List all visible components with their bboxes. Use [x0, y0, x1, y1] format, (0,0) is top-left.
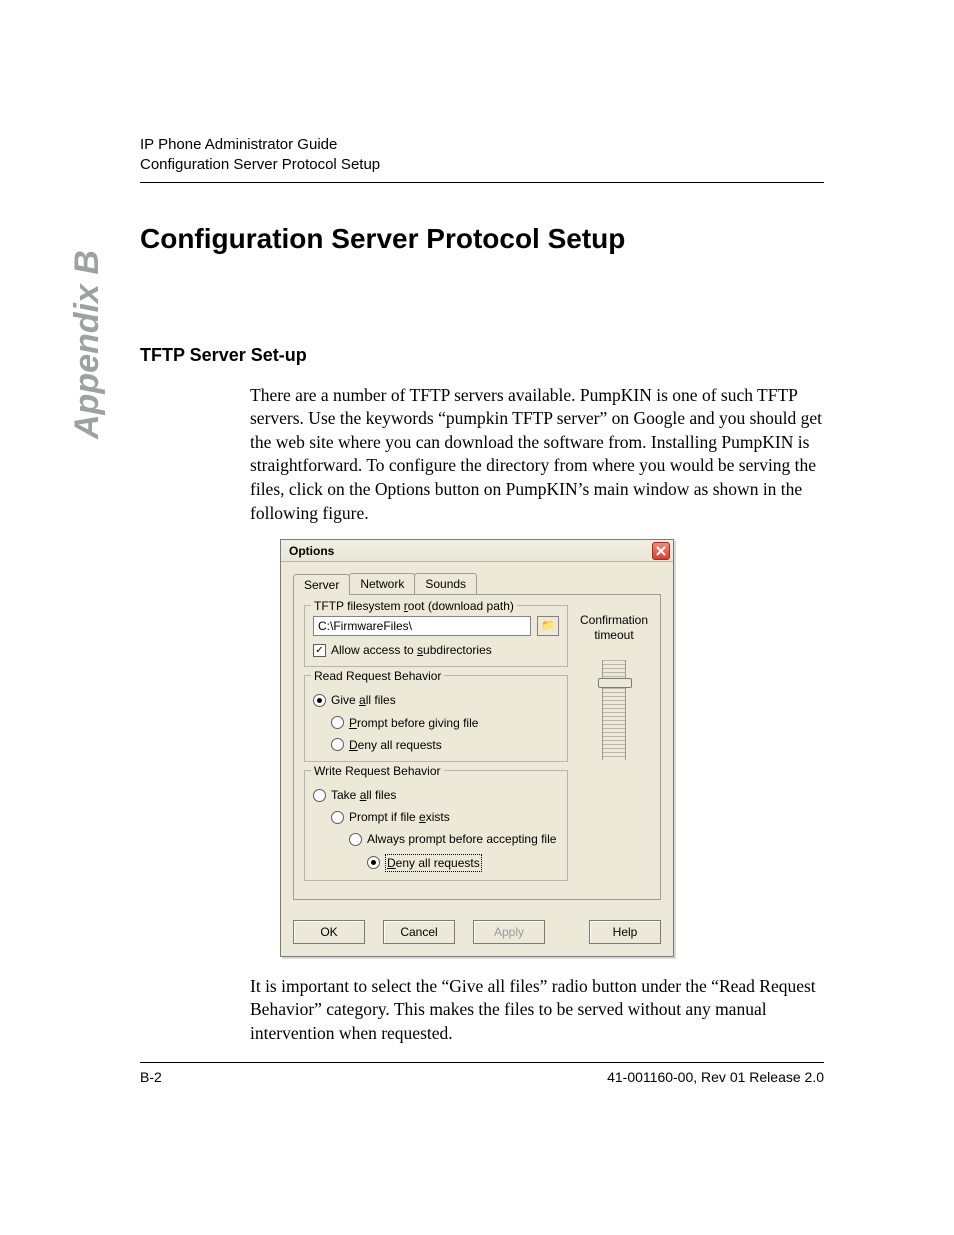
slider-thumb[interactable]: [598, 678, 632, 688]
page-footer: B-2 41-001160-00, Rev 01 Release 2.0: [140, 1062, 824, 1085]
write-deny-radio[interactable]: [367, 856, 380, 869]
group-read-request-legend: Read Request Behavior: [311, 668, 444, 684]
options-dialog-figure: Options Server Network Sounds: [280, 539, 824, 957]
write-always-prompt-label: Always prompt before accepting file: [367, 831, 556, 847]
write-prompt-exists-radio[interactable]: [331, 811, 344, 824]
write-always-prompt-radio[interactable]: [349, 833, 362, 846]
read-deny-label: Deny all requests: [349, 737, 442, 753]
read-deny-radio[interactable]: [331, 738, 344, 751]
tab-server[interactable]: Server: [293, 574, 350, 595]
tab-panel-server: TFTP filesystem root (download path) 📁 ✓: [293, 594, 661, 900]
appendix-label: Appendix B: [68, 250, 107, 439]
header-line2: Configuration Server Protocol Setup: [140, 155, 824, 175]
page-header: IP Phone Administrator Guide Configurati…: [140, 135, 824, 176]
header-rule: [140, 182, 824, 183]
allow-subdirs-row[interactable]: ✓ Allow access to subdirectories: [313, 642, 559, 658]
close-button[interactable]: [652, 542, 670, 560]
tab-network[interactable]: Network: [349, 573, 415, 594]
write-always-prompt[interactable]: Always prompt before accepting file: [313, 831, 559, 847]
footer-doc-id: 41-001160-00, Rev 01 Release 2.0: [607, 1069, 824, 1085]
confirmation-timeout-slider[interactable]: [602, 660, 626, 760]
dialog-titlebar: Options: [281, 540, 673, 562]
write-take-all-radio[interactable]: [313, 789, 326, 802]
write-take-all-label: Take all files: [331, 787, 396, 803]
read-give-all[interactable]: Give all files: [313, 692, 559, 708]
write-prompt-exists-label: Prompt if file exists: [349, 809, 450, 825]
read-give-all-label: Give all files: [331, 692, 396, 708]
confirmation-timeout-label: Confirmationtimeout: [580, 613, 648, 642]
apply-button[interactable]: Apply: [473, 920, 545, 944]
footer-page-number: B-2: [140, 1069, 162, 1085]
footer-rule: [140, 1062, 824, 1063]
write-deny[interactable]: Deny all requests: [313, 854, 559, 872]
download-path-input[interactable]: [313, 616, 531, 636]
write-deny-label: Deny all requests: [385, 854, 482, 872]
write-prompt-exists[interactable]: Prompt if file exists: [313, 809, 559, 825]
paragraph-1: There are a number of TFTP servers avail…: [250, 384, 824, 526]
tab-sounds[interactable]: Sounds: [414, 573, 477, 594]
read-give-all-radio[interactable]: [313, 694, 326, 707]
group-filesystem-root-legend: TFTP filesystem root (download path): [311, 598, 517, 614]
allow-subdirs-checkbox[interactable]: ✓: [313, 644, 326, 657]
body-text: There are a number of TFTP servers avail…: [250, 384, 824, 1046]
cancel-button[interactable]: Cancel: [383, 920, 455, 944]
appendix-label-text: Appendix B: [68, 250, 106, 439]
group-read-request: Read Request Behavior Give all files Pro…: [304, 675, 568, 762]
options-dialog: Options Server Network Sounds: [280, 539, 674, 957]
help-button[interactable]: Help: [589, 920, 661, 944]
allow-subdirs-label: Allow access to subdirectories: [331, 642, 492, 658]
dialog-button-row: OK Cancel Apply Help: [281, 910, 673, 956]
read-prompt-radio[interactable]: [331, 716, 344, 729]
group-filesystem-root: TFTP filesystem root (download path) 📁 ✓: [304, 605, 568, 667]
folder-open-icon: 📁: [541, 619, 555, 634]
group-write-request-legend: Write Request Behavior: [311, 763, 444, 779]
write-take-all[interactable]: Take all files: [313, 787, 559, 803]
paragraph-2: It is important to select the “Give all …: [250, 975, 824, 1046]
read-deny[interactable]: Deny all requests: [313, 737, 559, 753]
dialog-title: Options: [289, 543, 334, 559]
browse-button[interactable]: 📁: [537, 616, 559, 636]
page-title: Configuration Server Protocol Setup: [140, 223, 824, 255]
close-icon: [656, 546, 666, 556]
group-write-request: Write Request Behavior Take all files Pr…: [304, 770, 568, 881]
ok-button[interactable]: OK: [293, 920, 365, 944]
section-subtitle: TFTP Server Set-up: [140, 345, 824, 366]
read-prompt-label: Prompt before giving file: [349, 715, 478, 731]
read-prompt[interactable]: Prompt before giving file: [313, 715, 559, 731]
header-line1: IP Phone Administrator Guide: [140, 135, 824, 155]
dialog-tabs: Server Network Sounds: [293, 572, 661, 594]
